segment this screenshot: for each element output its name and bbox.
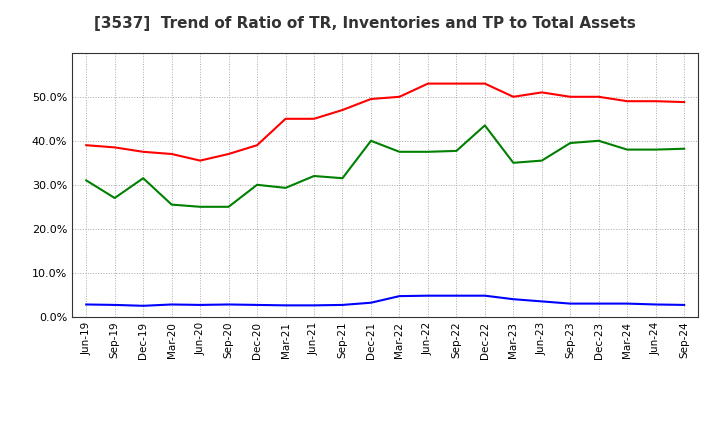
Trade Payables (395, 149, 404, 154)
Inventories (110, 302, 119, 308)
Trade Receivables (652, 99, 660, 104)
Trade Receivables (423, 81, 432, 86)
Trade Receivables (167, 151, 176, 157)
Trade Payables (652, 147, 660, 152)
Inventories (566, 301, 575, 306)
Trade Receivables (452, 81, 461, 86)
Inventories (595, 301, 603, 306)
Trade Receivables (310, 116, 318, 121)
Trade Receivables (225, 151, 233, 157)
Trade Payables (452, 148, 461, 154)
Trade Payables (253, 182, 261, 187)
Trade Payables (196, 204, 204, 209)
Trade Receivables (595, 94, 603, 99)
Trade Receivables (196, 158, 204, 163)
Trade Payables (167, 202, 176, 207)
Trade Receivables (509, 94, 518, 99)
Trade Payables (282, 185, 290, 191)
Trade Payables (595, 138, 603, 143)
Trade Receivables (480, 81, 489, 86)
Trade Payables (82, 178, 91, 183)
Trade Payables (366, 138, 375, 143)
Trade Receivables (82, 143, 91, 148)
Trade Payables (680, 146, 688, 151)
Inventories (537, 299, 546, 304)
Trade Payables (423, 149, 432, 154)
Inventories (423, 293, 432, 298)
Trade Payables (338, 176, 347, 181)
Trade Receivables (623, 99, 631, 104)
Inventories (167, 302, 176, 307)
Inventories (452, 293, 461, 298)
Trade Payables (623, 147, 631, 152)
Inventories (253, 302, 261, 308)
Line: Trade Receivables: Trade Receivables (86, 84, 684, 161)
Trade Payables (110, 195, 119, 201)
Trade Payables (480, 123, 489, 128)
Trade Receivables (680, 99, 688, 105)
Trade Payables (139, 176, 148, 181)
Inventories (225, 302, 233, 307)
Trade Receivables (253, 143, 261, 148)
Trade Receivables (395, 94, 404, 99)
Trade Payables (225, 204, 233, 209)
Trade Receivables (537, 90, 546, 95)
Inventories (310, 303, 318, 308)
Line: Trade Payables: Trade Payables (86, 125, 684, 207)
Inventories (282, 303, 290, 308)
Inventories (652, 302, 660, 307)
Trade Receivables (366, 96, 375, 102)
Trade Receivables (338, 107, 347, 113)
Trade Payables (310, 173, 318, 179)
Inventories (680, 302, 688, 308)
Inventories (480, 293, 489, 298)
Trade Payables (509, 160, 518, 165)
Trade Receivables (110, 145, 119, 150)
Inventories (338, 302, 347, 308)
Inventories (196, 302, 204, 308)
Inventories (395, 293, 404, 299)
Trade Receivables (566, 94, 575, 99)
Trade Payables (537, 158, 546, 163)
Inventories (366, 300, 375, 305)
Inventories (509, 297, 518, 302)
Trade Receivables (282, 116, 290, 121)
Trade Receivables (139, 149, 148, 154)
Text: [3537]  Trend of Ratio of TR, Inventories and TP to Total Assets: [3537] Trend of Ratio of TR, Inventories… (94, 16, 636, 31)
Inventories (623, 301, 631, 306)
Inventories (82, 302, 91, 307)
Inventories (139, 303, 148, 308)
Line: Inventories: Inventories (86, 296, 684, 306)
Trade Payables (566, 140, 575, 146)
